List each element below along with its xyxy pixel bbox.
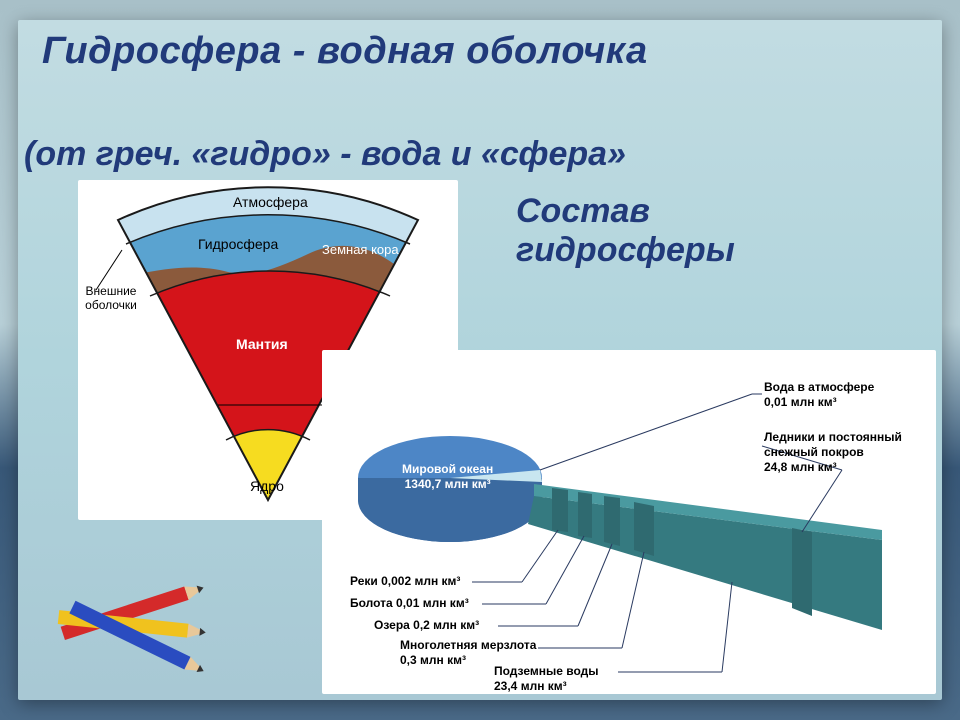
label-lakes: Озера 0,2 млн км³ — [374, 618, 479, 633]
composition-heading-line1: Состав гидросферы — [516, 192, 735, 269]
label-hydrosphere: Гидросфера — [198, 236, 278, 252]
label-core: Ядро — [250, 478, 284, 494]
pencils-icon — [44, 526, 224, 676]
page-title: Гидросфера - водная оболочка — [42, 30, 648, 73]
label-atm-water: Вода в атмосфере 0,01 млн км³ — [764, 380, 874, 410]
label-atmosphere: Атмосфера — [233, 194, 308, 210]
label-external-shells: Внешние оболочки — [76, 284, 146, 312]
label-rivers: Реки 0,002 млн км³ — [350, 574, 460, 589]
composition-heading: Состав гидросферы — [516, 192, 735, 270]
page-subtitle: (от греч. «гидро» - вода и «сфера» — [24, 135, 626, 174]
label-crust: Земная кора — [322, 242, 399, 257]
composition-panel: Мировой океан 1340,7 млн км³ Вода в атмо… — [322, 350, 936, 694]
label-mantle: Мантия — [236, 336, 288, 352]
label-ocean: Мировой океан 1340,7 млн км³ — [402, 462, 493, 492]
slide-card: Гидросфера - водная оболочка (от греч. «… — [18, 20, 942, 700]
label-groundwater: Подземные воды 23,4 млн км³ — [494, 664, 599, 694]
label-swamps: Болота 0,01 млн км³ — [350, 596, 469, 611]
label-glaciers: Ледники и постоянный снежный покров 24,8… — [764, 430, 902, 475]
